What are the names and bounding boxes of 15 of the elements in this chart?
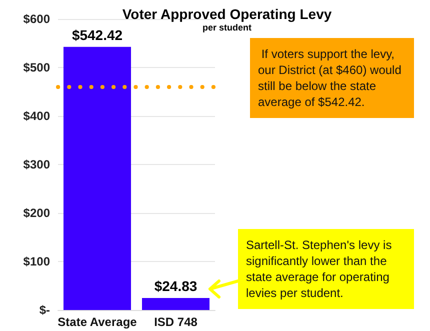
y-tick-label: $300: [23, 158, 50, 172]
chart-title: Voter Approved Operating Levy: [122, 6, 332, 22]
y-tick-label: $-: [39, 303, 50, 317]
chart-subtitle: per student: [202, 22, 252, 32]
text: If voters support the levy, our District (at $460) would still be below the state average of $542.42.: [258, 47, 405, 109]
data-label: $24.83: [154, 278, 198, 294]
y-tick-label: $400: [23, 109, 50, 123]
text: Sartell-St. Stephen's levy is significantly lower than the state average for operating levies per student.: [246, 238, 396, 300]
x-tick-label: ISD 748: [154, 315, 198, 329]
data-label: $542.42: [72, 26, 123, 43]
y-tick-label: $500: [23, 60, 50, 74]
y-tick-label: $600: [23, 12, 50, 26]
x-tick-label: State Average: [58, 315, 138, 329]
y-tick-label: $100: [23, 254, 50, 268]
y-tick-label: $200: [23, 206, 50, 220]
